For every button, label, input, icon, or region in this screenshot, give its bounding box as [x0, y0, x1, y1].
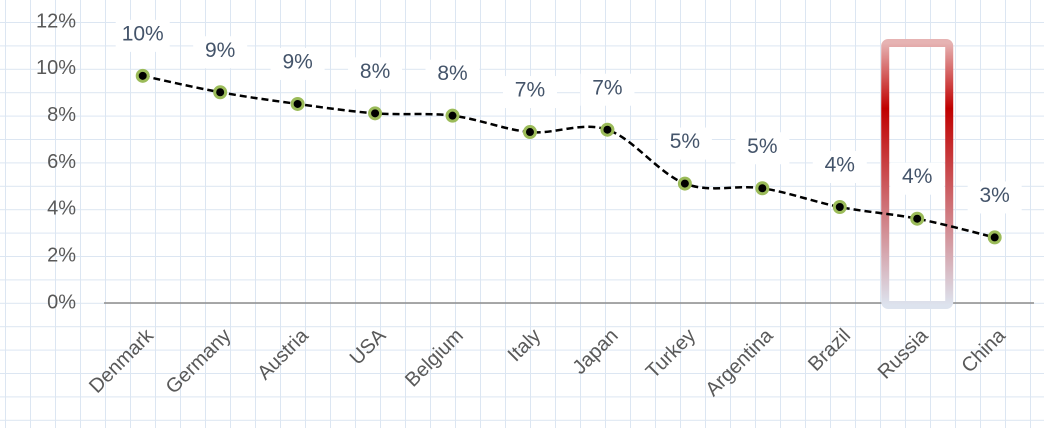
label-bg: [502, 76, 557, 109]
marker: [368, 106, 383, 121]
marker: [832, 199, 847, 214]
data-label: 9%: [205, 39, 235, 62]
y-tick-label: 4%: [47, 198, 76, 220]
y-tick-label: 10%: [36, 57, 76, 79]
label-bg: [193, 36, 248, 69]
marker: [522, 125, 537, 140]
y-tick-label: 6%: [47, 151, 76, 173]
data-label: 3%: [979, 184, 1009, 207]
marker: [213, 85, 228, 100]
data-label: 5%: [747, 135, 777, 158]
data-label: 4%: [902, 165, 932, 188]
y-tick-label: 12%: [36, 10, 76, 32]
label-bg: [890, 162, 945, 195]
data-label: 10%: [122, 22, 164, 45]
marker: [910, 211, 925, 226]
label-bg: [270, 47, 325, 80]
label-bg: [967, 181, 1022, 214]
data-label: 9%: [282, 51, 312, 74]
label-bg: [812, 150, 867, 183]
data-label: 7%: [592, 76, 622, 99]
data-label: 4%: [825, 154, 855, 177]
label-bg: [735, 132, 790, 165]
label-bg: [348, 57, 403, 90]
data-label: 7%: [515, 79, 545, 102]
data-label: 8%: [360, 60, 390, 83]
marker: [755, 181, 770, 196]
marker: [677, 176, 692, 191]
y-tick-label: 2%: [47, 244, 76, 266]
marker: [600, 122, 615, 137]
marker: [987, 230, 1002, 245]
label-bg: [580, 73, 635, 106]
data-label: 5%: [670, 130, 700, 153]
data-label: 8%: [437, 62, 467, 85]
marker: [135, 68, 150, 83]
marker: [445, 108, 460, 123]
y-tick-label: 0%: [47, 291, 76, 313]
label-bg: [115, 19, 170, 52]
marker: [290, 96, 305, 111]
y-tick-label: 8%: [47, 104, 76, 126]
highlight-box: [881, 39, 954, 309]
label-bg: [425, 59, 480, 92]
label-bg: [657, 127, 712, 160]
